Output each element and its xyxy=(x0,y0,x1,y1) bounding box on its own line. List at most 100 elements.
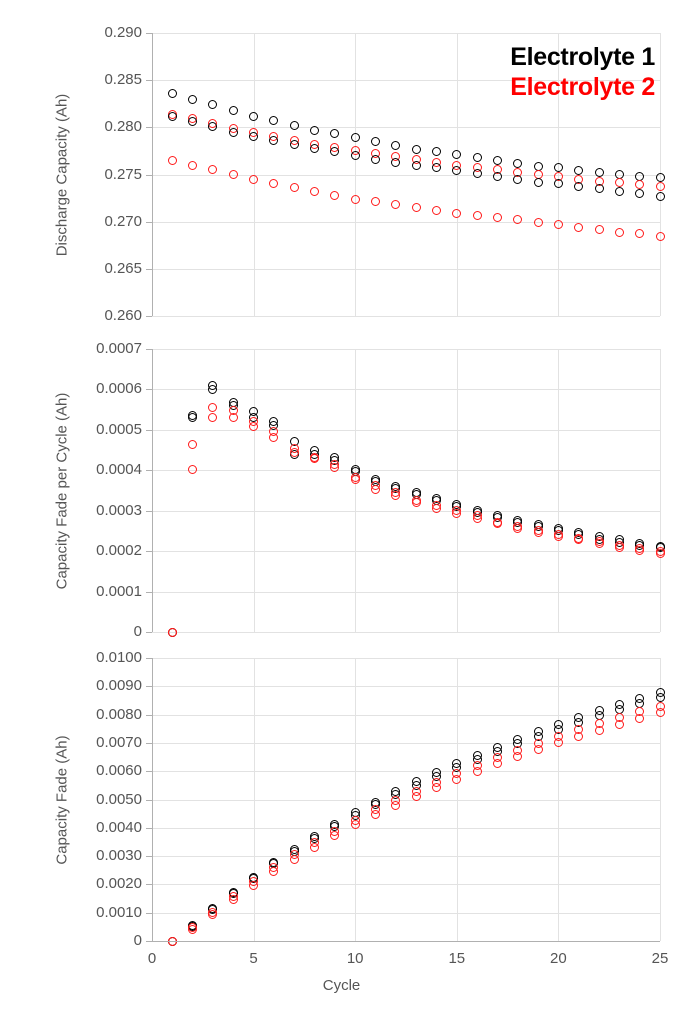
y-tick xyxy=(146,800,152,801)
data-point xyxy=(553,179,563,189)
y-tick xyxy=(146,828,152,829)
y-gridline xyxy=(152,592,660,593)
data-point xyxy=(310,842,320,852)
data-point xyxy=(269,179,279,189)
data-point xyxy=(371,485,381,495)
x-gridline xyxy=(253,658,255,941)
data-point xyxy=(289,183,299,193)
y-gridline xyxy=(152,80,660,81)
data-point xyxy=(228,170,238,179)
data-point xyxy=(452,150,462,160)
data-point xyxy=(228,413,238,423)
data-point xyxy=(330,129,340,139)
data-point xyxy=(228,895,238,905)
data-point xyxy=(208,100,218,110)
data-point xyxy=(167,155,177,165)
data-point xyxy=(452,166,462,176)
y-tick xyxy=(146,551,152,552)
data-point xyxy=(208,165,218,175)
x-tick-label: 20 xyxy=(550,950,567,967)
data-point xyxy=(472,514,482,524)
y-axis-line xyxy=(152,349,153,632)
data-point xyxy=(594,184,604,194)
y-tick xyxy=(146,592,152,593)
x-gridline xyxy=(456,349,458,632)
y-tick xyxy=(146,771,152,772)
data-point xyxy=(635,714,645,724)
data-point xyxy=(330,830,340,840)
y-axis-line xyxy=(152,658,153,941)
y-gridline xyxy=(152,551,660,552)
y-tick-label: 0.0006 xyxy=(96,380,142,397)
y-tick-label: 0 xyxy=(133,623,142,640)
data-point xyxy=(249,174,259,184)
y-tick-label: 0.0050 xyxy=(96,791,142,808)
y-gridline xyxy=(152,771,660,772)
x-tick-label: 25 xyxy=(651,950,669,967)
data-point xyxy=(614,227,624,237)
y-axis-line xyxy=(152,33,153,316)
y-gridline xyxy=(152,800,660,801)
data-point xyxy=(655,549,665,559)
data-point xyxy=(188,117,198,127)
data-point xyxy=(208,121,218,131)
y-tick xyxy=(146,941,152,942)
data-point xyxy=(655,708,665,718)
data-point xyxy=(574,731,584,741)
y-tick-label: 0.0070 xyxy=(96,734,142,751)
y-tick-label: 0.0080 xyxy=(96,706,142,723)
data-point xyxy=(411,791,421,801)
y-tick-label: 0.0060 xyxy=(96,762,142,779)
data-point xyxy=(188,925,198,935)
data-point xyxy=(513,524,523,533)
data-point xyxy=(635,229,645,239)
y-tick-label: 0.260 xyxy=(104,307,142,324)
data-point xyxy=(574,222,584,232)
y-tick xyxy=(146,658,152,659)
data-point xyxy=(614,542,624,552)
y-gridline xyxy=(152,632,660,633)
data-point xyxy=(533,528,543,538)
y-tick-label: 0.270 xyxy=(104,213,142,230)
data-point xyxy=(350,820,360,830)
x-tick-label: 0 xyxy=(147,950,157,967)
data-point xyxy=(371,810,381,820)
data-point xyxy=(167,627,177,637)
data-point xyxy=(594,539,604,549)
y-tick xyxy=(146,884,152,885)
data-point xyxy=(411,160,421,170)
data-point xyxy=(208,384,218,394)
data-point xyxy=(431,163,441,173)
y-tick xyxy=(146,470,152,471)
y-gridline xyxy=(152,856,660,857)
y-gridline xyxy=(152,884,660,885)
data-point xyxy=(310,125,320,135)
y-tick xyxy=(146,715,152,716)
data-point xyxy=(452,509,462,519)
data-point xyxy=(391,140,401,150)
y-gridline xyxy=(152,715,660,716)
y-tick xyxy=(146,349,152,350)
data-point xyxy=(635,545,645,555)
y-gridline xyxy=(152,269,660,270)
data-point xyxy=(330,462,340,472)
data-point xyxy=(289,448,299,458)
data-point xyxy=(208,910,218,920)
y-tick xyxy=(146,269,152,270)
data-point xyxy=(411,144,421,154)
data-point xyxy=(655,172,665,182)
data-point xyxy=(472,766,482,776)
data-point xyxy=(411,203,421,213)
plot-area xyxy=(152,349,665,637)
data-point xyxy=(310,454,320,464)
y-tick xyxy=(146,127,152,128)
data-point xyxy=(513,174,523,184)
y-tick xyxy=(146,430,152,431)
y-gridline xyxy=(152,430,660,431)
y-tick-label: 0.0090 xyxy=(96,677,142,694)
y-gridline xyxy=(152,127,660,128)
y-tick-label: 0.0030 xyxy=(96,847,142,864)
